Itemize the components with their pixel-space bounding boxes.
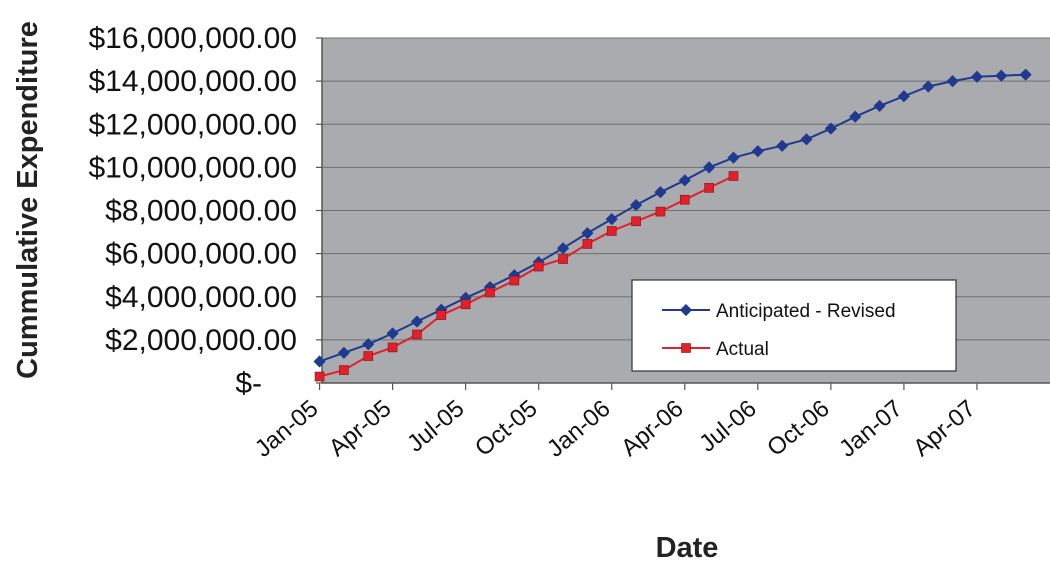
y-tick-label: $2,000,000.00 [105,324,297,357]
data-point-actual [582,239,593,249]
x-tick-label: Jan-05 [250,395,324,463]
data-point-anticipated [410,315,424,328]
legend-marker-anticipated [679,303,693,317]
y-tick-label: $10,000,000.00 [88,151,297,184]
data-point-actual [606,226,617,236]
data-point-anticipated [800,133,813,146]
data-point-actual [533,261,544,272]
y-axis-ticks: $- $2,000,000.00 $4,000,000.00 $6,000,000.0… [88,22,322,400]
data-point-anticipated [313,355,326,368]
y-tick-label: $8,000,000.00 [105,195,297,228]
data-point-anticipated [849,110,862,123]
x-tick-label: Oct-06 [762,395,835,462]
data-point-anticipated [362,338,375,351]
data-point-actual [363,351,374,361]
data-point-actual [485,287,495,298]
data-point-anticipated [776,139,789,152]
x-tick-label: Apr-06 [616,395,689,462]
data-point-anticipated [654,186,667,199]
data-point-anticipated [897,90,910,103]
x-tick-label: Oct-05 [470,395,543,462]
data-point-anticipated [386,327,399,340]
data-point-anticipated [337,346,350,359]
data-point-anticipated [751,145,764,158]
data-point-actual [314,371,325,382]
x-axis-ticks: Jan-05 Apr-05 Jul-05 Oct-05 Jan-06 Apr-06 Jul-… [250,383,981,463]
data-point-actual [558,254,568,264]
legend: Anticipated - Revised Actual [631,279,957,372]
y-tick-label: $12,000,000.00 [88,108,297,141]
data-point-anticipated [703,161,716,174]
y-tick-label: $14,000,000.00 [88,65,297,98]
data-point-actual [704,183,714,193]
x-tick-label: Jan-06 [542,395,616,463]
y-tick-label: $4,000,000.00 [105,281,297,314]
y-tick-label: $6,000,000.00 [105,238,297,271]
x-tick-label: Jan-07 [834,395,908,463]
data-point-anticipated [727,151,740,164]
data-point-actual [460,299,471,310]
x-tick-label: Apr-07 [908,395,981,462]
data-point-anticipated [873,99,886,112]
x-tick-label: Jul-05 [402,395,469,458]
data-point-actual [509,275,520,286]
data-point-anticipated [922,80,935,93]
data-point-actual [387,342,398,353]
data-point-anticipated [970,70,984,83]
data-point-anticipated [581,227,594,240]
legend-box [631,279,957,372]
x-tick-label: Apr-05 [324,395,397,462]
x-tick-label: Jul-06 [694,395,761,458]
data-point-anticipated [630,199,643,212]
legend-label-actual: Actual [716,339,769,360]
data-point-actual [436,310,447,320]
data-point-anticipated [1019,68,1032,81]
y-tick-label: $16,000,000.00 [88,22,297,55]
data-point-anticipated [556,242,570,255]
data-point-actual [412,329,422,340]
legend-label-anticipated: Anticipated - Revised [716,301,896,322]
y-axis-title: Cummulative Expenditure [12,21,44,379]
series-layer [313,68,1032,382]
data-point-anticipated [824,122,837,135]
data-point-actual [631,216,641,227]
data-point-actual [655,206,666,217]
data-point-anticipated [995,69,1008,82]
data-point-anticipated [946,75,959,88]
y-tick-label: $- [235,367,262,400]
data-point-anticipated [678,174,691,187]
data-point-actual [728,171,739,181]
legend-marker-actual [681,343,691,353]
data-point-anticipated [605,213,618,226]
x-axis-title: Date [656,532,719,564]
data-point-actual [679,194,690,205]
data-point-actual [339,365,349,375]
